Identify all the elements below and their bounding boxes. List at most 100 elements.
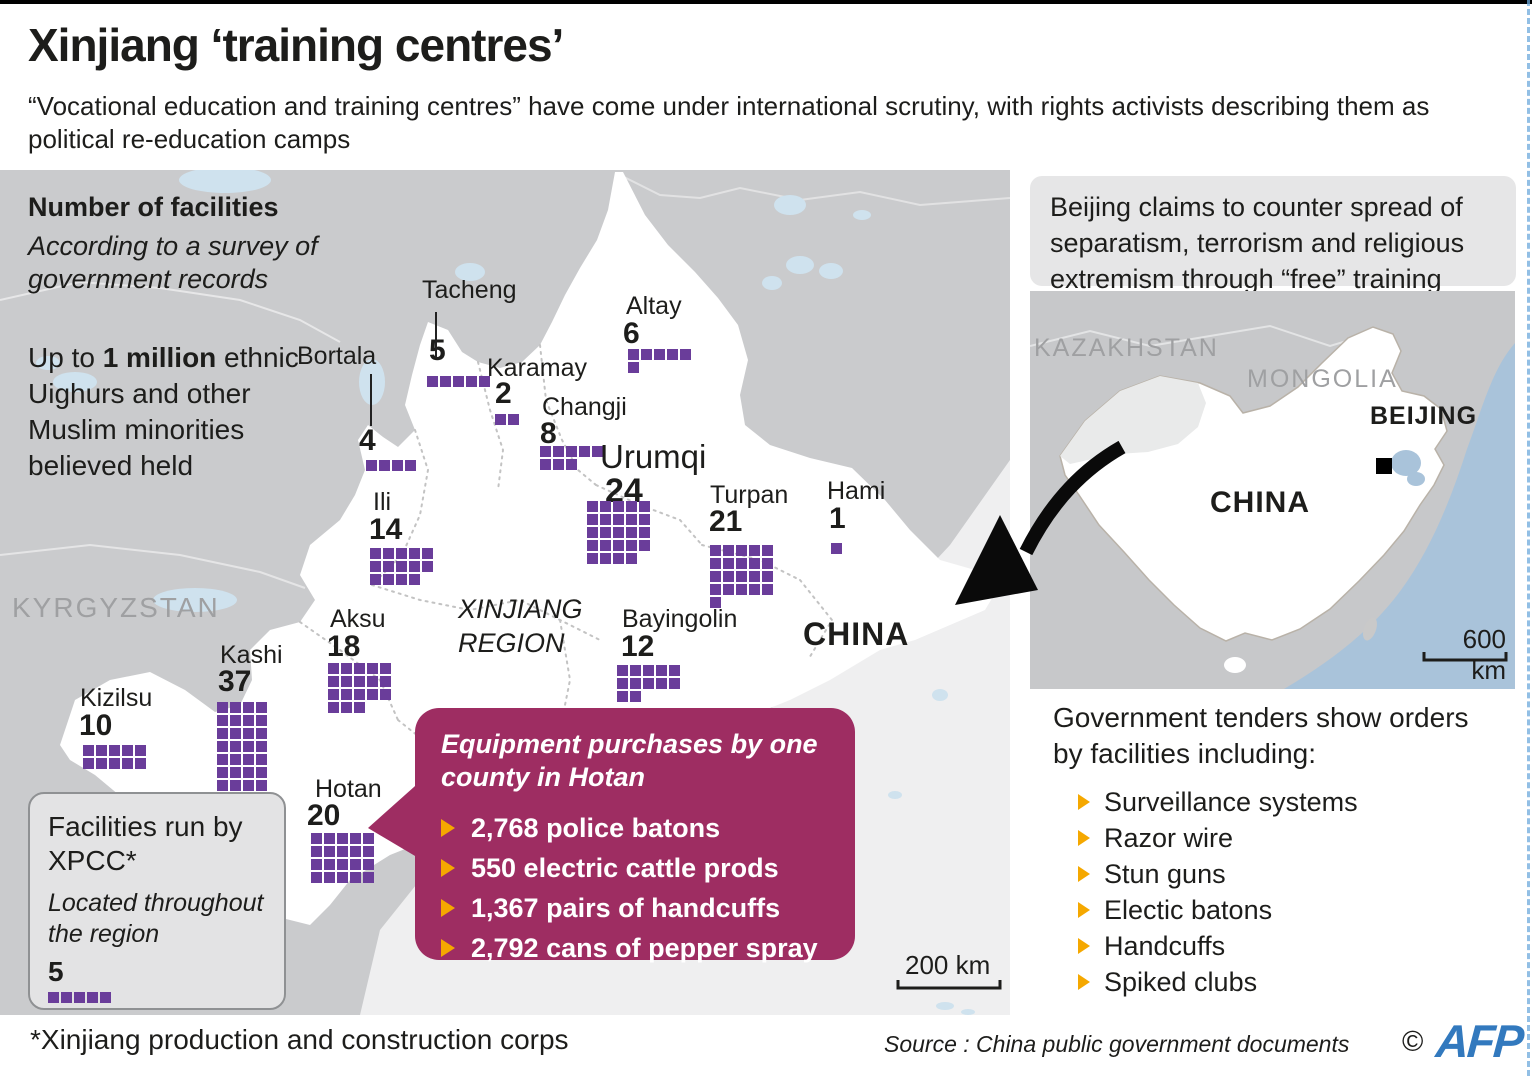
facility-square <box>736 584 747 595</box>
facility-square <box>600 527 611 538</box>
facility-square <box>328 689 339 700</box>
facility-square <box>579 446 590 457</box>
facility-square <box>643 665 654 676</box>
xpcc-box: Facilities run by XPCC* Located througho… <box>28 792 286 1010</box>
facility-ili-count: 14 <box>369 513 403 546</box>
facility-square <box>600 501 611 512</box>
facility-square <box>367 663 378 674</box>
facility-hami-count: 1 <box>829 502 846 535</box>
facility-square <box>736 545 747 556</box>
facility-square <box>392 460 403 471</box>
facility-square <box>630 691 641 702</box>
label-china-main: CHINA <box>803 616 910 652</box>
facility-square <box>405 460 416 471</box>
facility-square <box>592 446 603 457</box>
facility-square <box>380 663 391 674</box>
facility-ili-label: Ili <box>373 488 392 516</box>
facility-square <box>643 678 654 689</box>
facility-square <box>243 702 254 713</box>
tender-item-text: Spiked clubs <box>1104 966 1258 997</box>
tender-item: Razor wire <box>1078 820 1358 856</box>
sea <box>1284 343 1515 689</box>
facility-square <box>566 459 577 470</box>
facility-square <box>380 689 391 700</box>
facility-square <box>626 527 637 538</box>
facility-square <box>83 745 94 756</box>
facility-square <box>217 741 228 752</box>
facility-square <box>311 846 322 857</box>
tender-item: Stun guns <box>1078 856 1358 892</box>
facility-square <box>736 558 747 569</box>
facility-square <box>587 501 598 512</box>
facility-square <box>466 376 477 387</box>
label-xinjiang-region: XINJIANG REGION <box>458 594 583 658</box>
facility-square <box>628 349 639 360</box>
facility-square <box>311 833 322 844</box>
facility-square <box>409 548 420 559</box>
facility-square <box>354 663 365 674</box>
facility-square <box>217 715 228 726</box>
facility-square <box>135 745 146 756</box>
facility-square <box>639 527 650 538</box>
equipment-item-text: 550 electric cattle prods <box>471 852 779 883</box>
tender-item-text: Razor wire <box>1104 822 1234 853</box>
facility-square <box>217 702 228 713</box>
facility-square <box>350 859 361 870</box>
facility-square <box>669 678 680 689</box>
footnote: *Xinjiang production and construction co… <box>30 1024 569 1055</box>
facility-hotan-grid <box>311 833 374 883</box>
bullet-triangle-icon <box>441 899 455 917</box>
facility-square <box>600 553 611 564</box>
facility-square <box>628 362 639 373</box>
facility-square <box>749 584 760 595</box>
xpcc-grid <box>48 992 266 1003</box>
facility-changji-count: 8 <box>540 417 557 450</box>
facility-square <box>363 872 374 883</box>
facility-square <box>337 846 348 857</box>
facility-square <box>324 833 335 844</box>
facility-square <box>354 702 365 713</box>
facility-square <box>749 545 760 556</box>
facility-kashi-label: Kashi <box>220 641 283 669</box>
facility-square <box>96 758 107 769</box>
facility-square <box>762 571 773 582</box>
facility-bayingolin-count: 12 <box>621 630 655 663</box>
china-inset-map <box>1030 291 1515 689</box>
facility-square <box>243 780 254 791</box>
bullet-triangle-icon <box>1078 866 1090 882</box>
facility-square <box>379 460 390 471</box>
facility-square <box>639 501 650 512</box>
facility-square <box>109 758 120 769</box>
facility-turpan-label: Turpan <box>710 481 789 509</box>
facility-square <box>243 715 254 726</box>
facility-square <box>243 728 254 739</box>
facility-square <box>396 548 407 559</box>
beijing-claims-box: Beijing claims to counter spread of sepa… <box>1030 176 1516 294</box>
facility-bortala-label: Bortala <box>297 342 377 370</box>
facility-square <box>641 349 652 360</box>
facility-square <box>630 665 641 676</box>
bullet-triangle-icon <box>1078 938 1090 954</box>
facility-square <box>354 689 365 700</box>
facility-square <box>324 872 335 883</box>
label-mongolia: MONGOLIA <box>1247 365 1398 393</box>
facility-square <box>396 574 407 585</box>
lakes <box>36 170 975 1015</box>
facility-square <box>422 548 433 559</box>
tender-item: Spiked clubs <box>1078 964 1358 1000</box>
facility-square <box>341 663 352 674</box>
facility-square <box>350 846 361 857</box>
facility-square <box>324 846 335 857</box>
facility-square <box>256 741 267 752</box>
facility-karamay-grid <box>495 414 519 425</box>
facility-square <box>363 859 374 870</box>
label-kyrgyzstan: KYRGYZSTAN <box>12 592 220 623</box>
facility-square <box>669 665 680 676</box>
facility-square <box>613 501 624 512</box>
facility-square <box>587 514 598 525</box>
facility-aksu-count: 18 <box>327 630 361 663</box>
facility-square <box>230 780 241 791</box>
copyright-symbol: © <box>1402 1026 1424 1058</box>
facility-square <box>495 414 506 425</box>
